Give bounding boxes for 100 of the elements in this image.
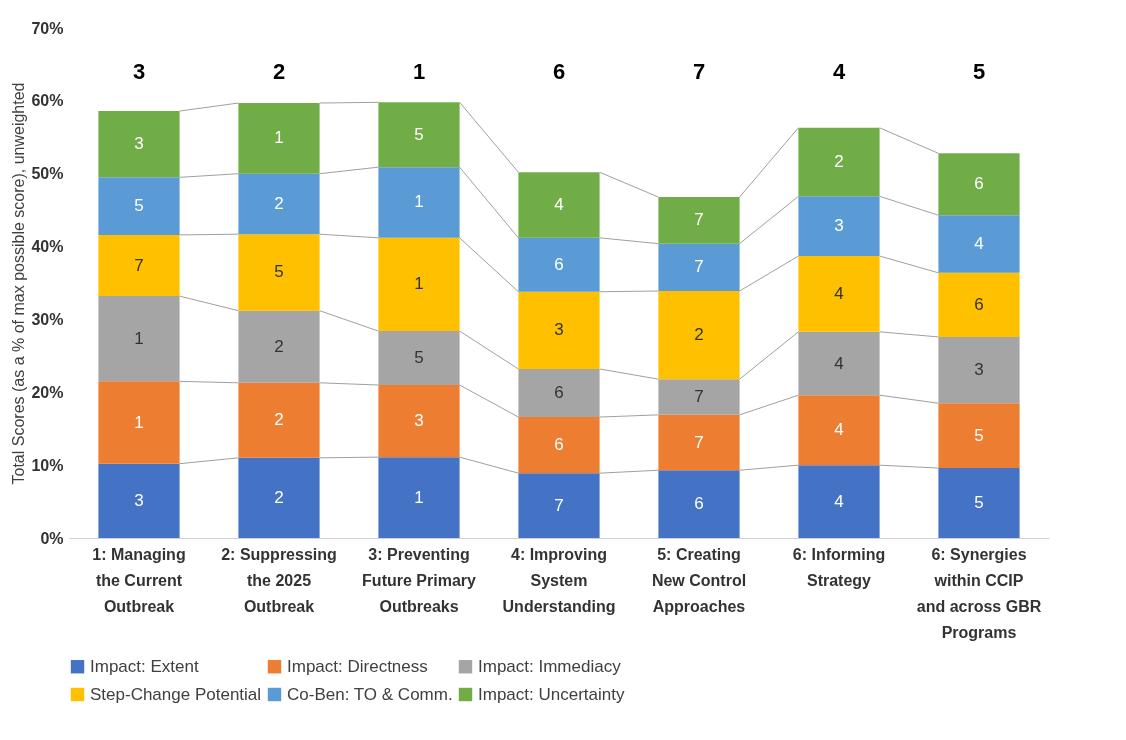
annotation: 6 <box>694 494 704 514</box>
annotation: 4 <box>834 283 844 303</box>
bar <box>98 381 180 464</box>
bar <box>938 215 1020 273</box>
bar <box>518 473 600 538</box>
bar <box>518 368 600 418</box>
bar <box>658 243 740 292</box>
annotation: 5 <box>974 425 984 445</box>
bar <box>798 331 880 396</box>
bar <box>938 272 1020 337</box>
bar <box>238 234 320 311</box>
bar <box>378 102 460 168</box>
bar <box>238 382 320 458</box>
annotation: 6 <box>552 59 566 84</box>
bar <box>938 403 1020 469</box>
bar <box>378 331 460 385</box>
x-tick-label: 2: Suppressing the 2025 Outbreak <box>221 545 337 615</box>
bar <box>378 385 460 458</box>
bar <box>658 197 740 244</box>
bar <box>938 153 1020 216</box>
legend-label: Impact: Directness <box>287 656 428 676</box>
annotation: 2 <box>272 59 286 84</box>
bar <box>938 468 1020 538</box>
annotation: 7 <box>694 432 704 452</box>
bar <box>798 395 880 466</box>
annotation: 1 <box>414 274 424 294</box>
bar <box>798 196 880 257</box>
annotation: 6 <box>974 294 984 314</box>
bar <box>98 463 180 538</box>
annotation: 5 <box>974 493 984 513</box>
bar <box>98 111 180 178</box>
annotation: 4 <box>832 59 846 84</box>
bar <box>798 256 880 332</box>
y-tick-label: 70% <box>31 19 64 37</box>
annotation: 1 <box>274 128 284 148</box>
bar <box>238 457 320 538</box>
annotation: 5 <box>134 196 144 216</box>
annotation: 5 <box>972 59 986 84</box>
annotation: 3 <box>834 216 844 236</box>
annotation: 1 <box>414 192 424 212</box>
bar <box>518 417 600 474</box>
annotation: 3 <box>134 490 144 510</box>
annotation: 2 <box>834 152 844 172</box>
annotation: 4 <box>834 420 844 440</box>
y-tick-label: 10% <box>31 456 64 474</box>
annotation: 7 <box>694 257 704 277</box>
annotation: 1 <box>134 328 144 348</box>
annotation: 4 <box>974 234 984 254</box>
annotation: 1 <box>414 487 424 507</box>
annotation: 1 <box>412 59 426 84</box>
bar <box>98 296 180 382</box>
bar <box>518 172 600 238</box>
bar <box>378 167 460 238</box>
annotation: 2 <box>274 487 284 507</box>
bar <box>238 310 320 383</box>
bar <box>658 470 740 538</box>
annotation: 6 <box>554 383 564 403</box>
bar <box>378 237 460 332</box>
legend-label: Co-Ben: TO & Comm. <box>287 684 453 704</box>
annotation: 6 <box>554 254 564 274</box>
bar <box>798 465 880 538</box>
legend-label: Impact: Extent <box>90 656 199 676</box>
y-tick-label: 40% <box>31 238 64 256</box>
annotation: 1 <box>134 412 144 432</box>
annotation: 3 <box>132 59 146 84</box>
x-tick-label: 4: Improving System Understanding <box>502 545 616 615</box>
bar <box>658 291 740 380</box>
legend-label: Impact: Immediacy <box>478 656 622 676</box>
bar <box>98 234 180 297</box>
y-tick-label: 50% <box>31 165 64 183</box>
y-tick-label: 30% <box>31 310 64 328</box>
y-tick-label: 60% <box>31 92 64 110</box>
bar <box>658 414 740 471</box>
annotation: 2 <box>274 410 284 430</box>
bar <box>238 173 320 235</box>
bar <box>378 457 460 538</box>
x-tick-label: 6: Informing Strategy <box>792 545 886 589</box>
x-tick-label: 6: Synergies within CCIP and across GBR Programs <box>916 545 1042 641</box>
bar <box>658 379 740 415</box>
annotation: 5 <box>414 124 424 144</box>
legend-label: Impact: Uncertainty <box>478 684 625 704</box>
x-tick-label: 5: Creating New Control Approaches <box>651 545 747 615</box>
annotation: 3 <box>974 360 984 380</box>
annotation: 4 <box>554 195 564 215</box>
legend-label: Step-Change Potential <box>90 684 262 704</box>
annotation: 7 <box>692 59 706 84</box>
annotation: 4 <box>834 353 844 373</box>
bar <box>518 291 600 369</box>
y-tick-label: 0% <box>40 529 64 547</box>
annotation: 7 <box>694 210 704 230</box>
annotation: 3 <box>134 134 144 154</box>
annotation: 4 <box>834 491 844 511</box>
annotation: 7 <box>554 495 564 515</box>
annotation: 5 <box>414 348 424 368</box>
annotation: 2 <box>274 336 284 356</box>
annotation: 2 <box>694 325 704 345</box>
y-tick-label: 20% <box>31 383 64 401</box>
y-axis-title: Total Scores (as a % of max possible score), unweighted <box>10 82 28 485</box>
bar <box>938 336 1020 404</box>
annotation: 3 <box>554 320 564 340</box>
